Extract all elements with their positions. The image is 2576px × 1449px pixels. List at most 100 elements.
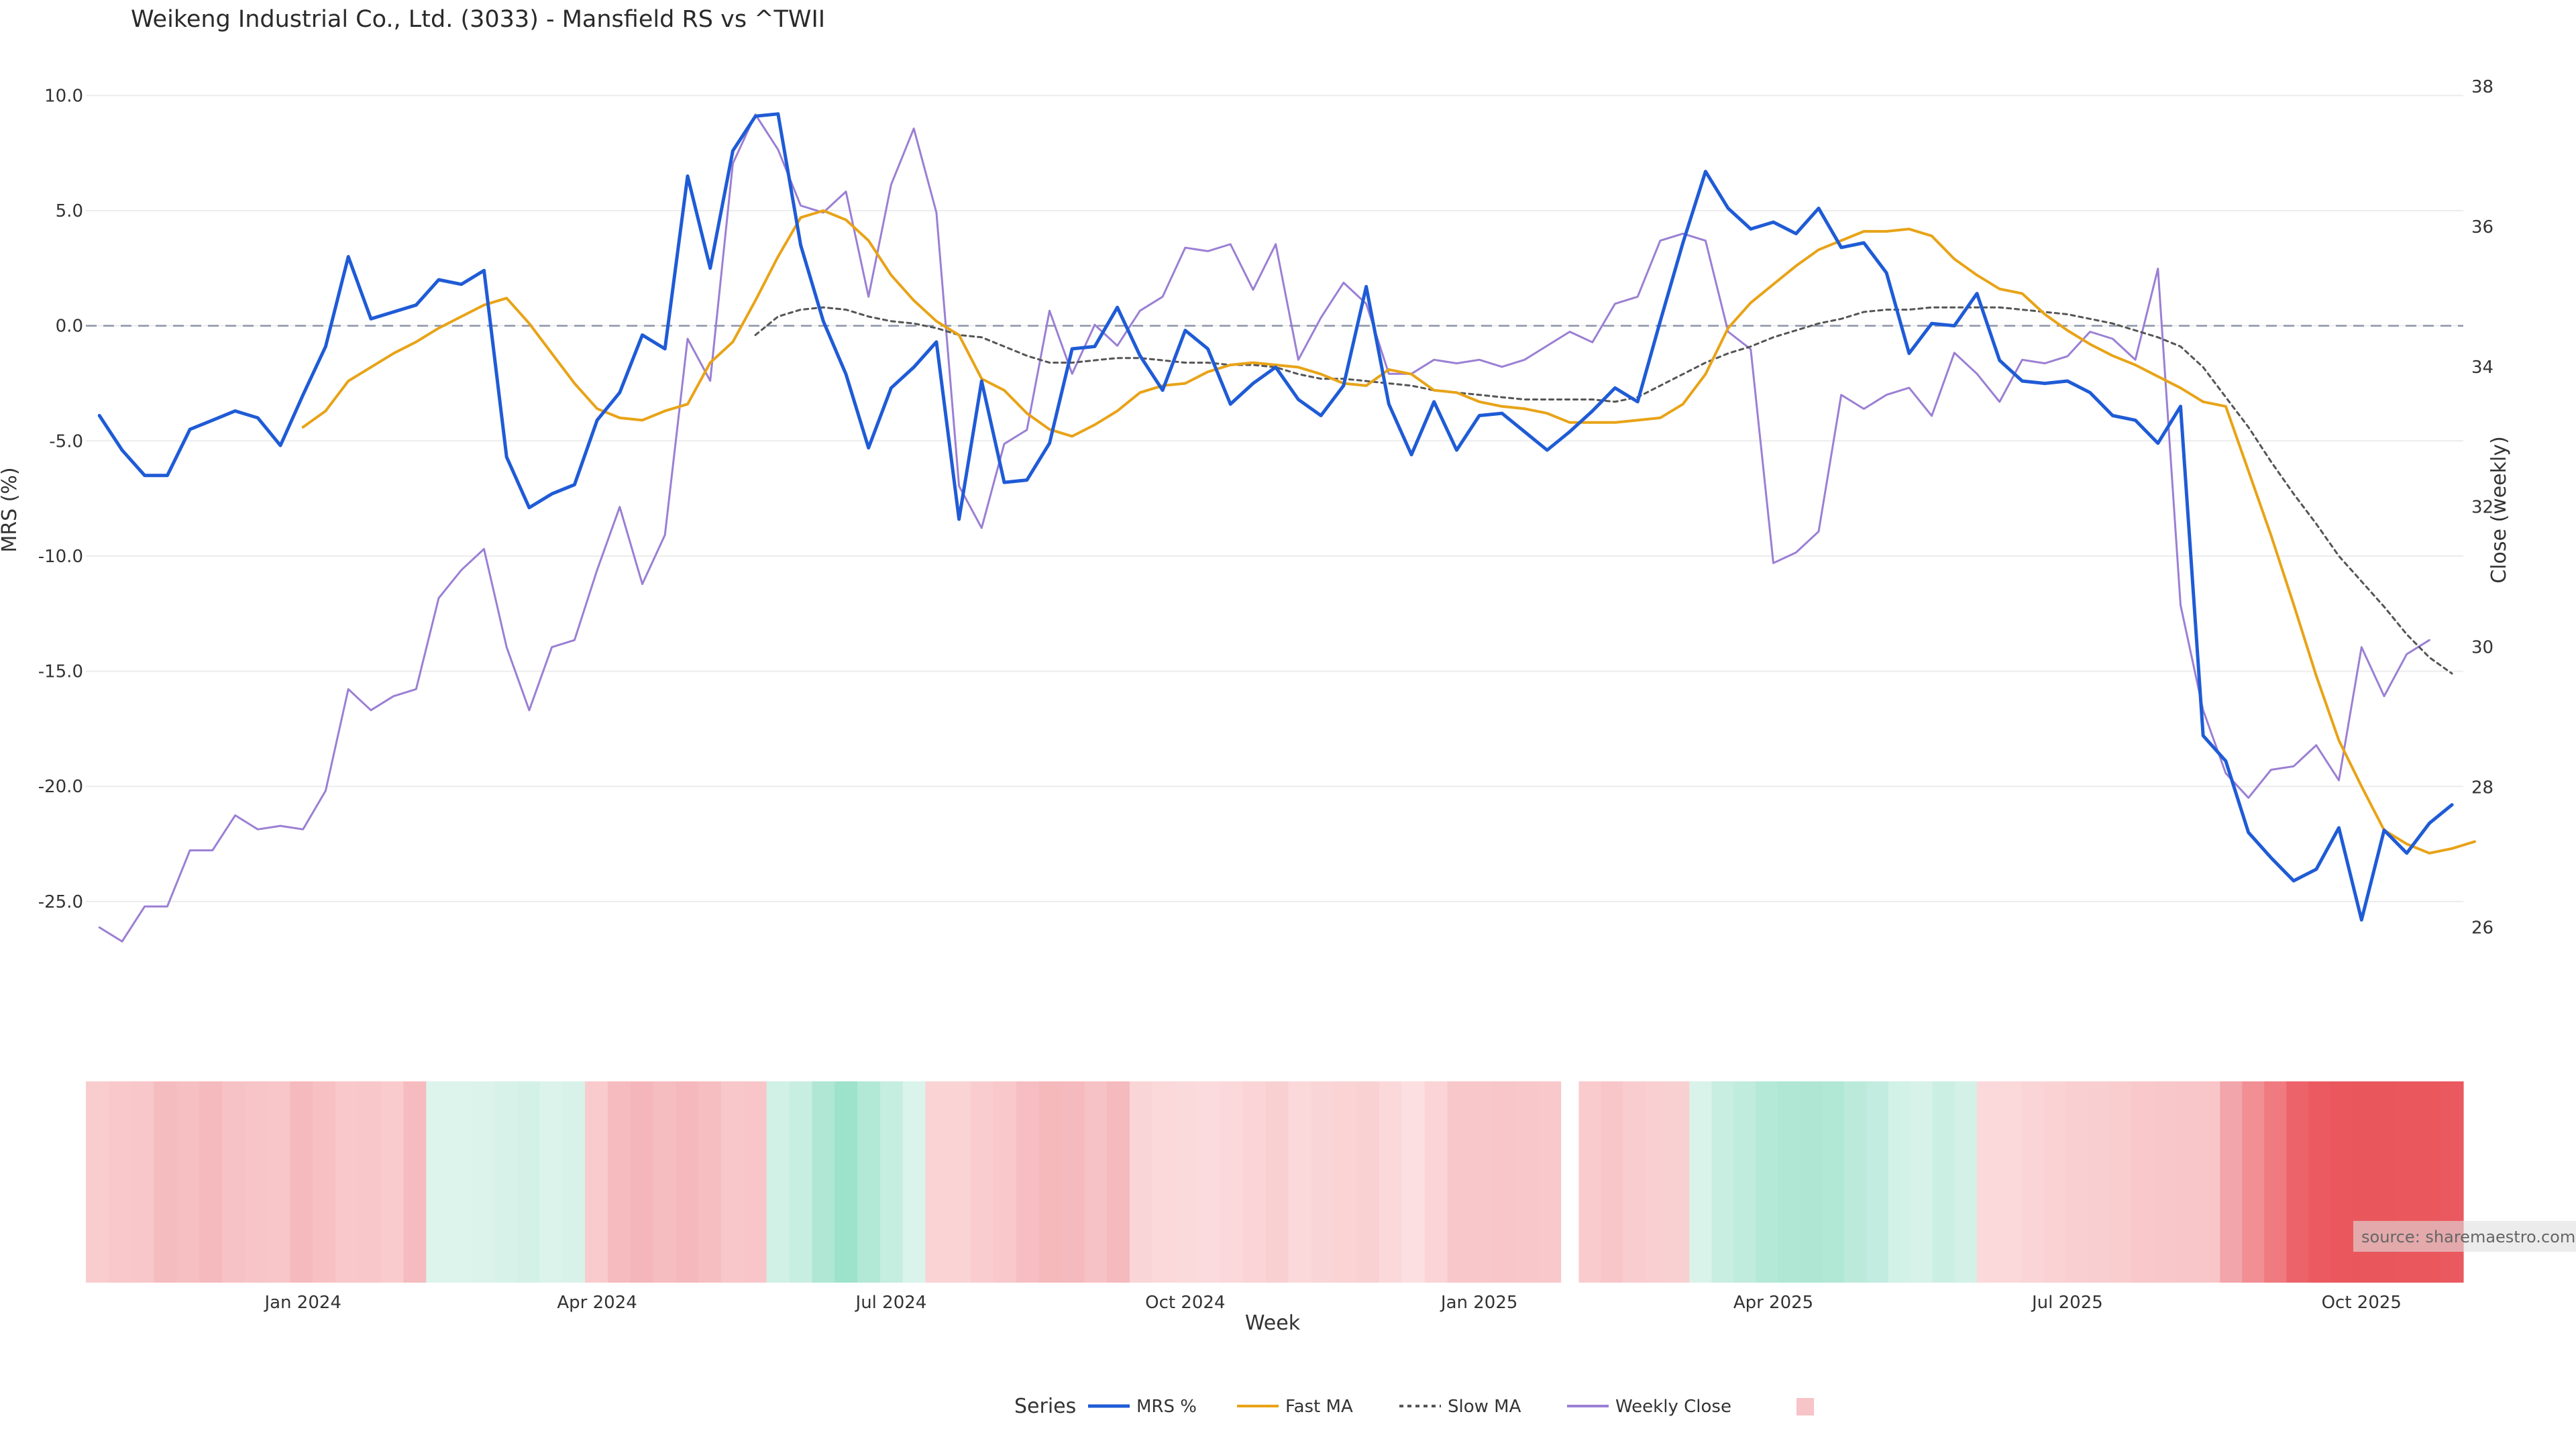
heatmap-cell	[1152, 1081, 1176, 1283]
heatmap-cell	[1334, 1081, 1357, 1283]
heatmap-cell	[1601, 1081, 1624, 1283]
series-line-weekly-close	[98, 113, 2430, 943]
heatmap-cell	[585, 1081, 608, 1283]
x-tick-label: Jan 2024	[263, 1293, 341, 1313]
heatmap-cell	[925, 1081, 949, 1283]
heatmap-cell	[426, 1081, 449, 1283]
heatmap-cell	[539, 1081, 563, 1283]
x-tick-label: Oct 2025	[2322, 1293, 2402, 1313]
heatmap-cell	[1645, 1081, 1668, 1283]
heatmap-cell	[743, 1081, 767, 1283]
y-tick-label: 5.0	[56, 201, 83, 221]
heatmap-cell	[1016, 1081, 1040, 1283]
heatmap-cell	[244, 1081, 268, 1283]
legend-label: Fast MA	[1285, 1397, 1353, 1417]
heatmap-cell	[1424, 1081, 1448, 1283]
heatmap-cell	[676, 1081, 699, 1283]
legend-swatch	[1796, 1398, 1814, 1415]
heatmap-cell	[1175, 1081, 1198, 1283]
heatmap-cell	[1061, 1081, 1085, 1283]
heatmap-cell	[2176, 1081, 2199, 1283]
heatmap-cell	[358, 1081, 382, 1283]
heatmap-cell	[1084, 1081, 1108, 1283]
x-axis-title: Week	[1245, 1311, 1301, 1335]
heatmap-cell	[1107, 1081, 1130, 1283]
heatmap-cell	[879, 1081, 904, 1283]
heatmap-cell	[1976, 1081, 2000, 1283]
heatmap-cell	[2419, 1081, 2442, 1283]
heatmap-cell	[1515, 1081, 1539, 1283]
heatmap-cell	[766, 1081, 790, 1283]
svg-text:source: sharemaestro.com: source: sharemaestro.com	[2361, 1228, 2575, 1246]
series-layer	[97, 112, 2476, 943]
heatmap-cell	[472, 1081, 495, 1283]
x-tick-label: Apr 2024	[557, 1293, 637, 1313]
y2-tick-label: 28	[2471, 778, 2493, 798]
heatmap-cell	[267, 1081, 291, 1283]
heatmap-cell	[2308, 1081, 2331, 1283]
heatmap-cell	[1689, 1081, 1712, 1283]
heatmap-cell	[2397, 1081, 2420, 1283]
heatmap-cell	[2131, 1081, 2155, 1283]
heatmap-cell	[1733, 1081, 1756, 1283]
regime-heatmap	[86, 1081, 2464, 1283]
heatmap-cell	[221, 1081, 246, 1283]
heatmap-cell	[1288, 1081, 1312, 1283]
heatmap-cell	[1447, 1081, 1470, 1283]
heatmap-cell	[494, 1081, 518, 1283]
heatmap-cell	[313, 1081, 336, 1283]
y-axis-left: 10.0 5.0 0.0 -5.0 -10.0 -15.0 -20.0 -25.0	[38, 86, 83, 912]
heatmap-cell	[835, 1081, 858, 1283]
heatmap-cell	[653, 1081, 677, 1283]
x-tick-label: Jan 2025	[1440, 1293, 1518, 1313]
chart-title: Weikeng Industrial Co., Ltd. (3033) - Ma…	[131, 6, 825, 33]
heatmap-cell	[1844, 1081, 1867, 1283]
legend-label: Weekly Close	[1615, 1397, 1731, 1417]
grid-lines	[86, 95, 2463, 902]
heatmap-cell	[1888, 1081, 1911, 1283]
heatmap-cell	[2021, 1081, 2044, 1283]
heatmap-cell	[789, 1081, 812, 1283]
series-line-mrs	[97, 112, 2454, 922]
heatmap-cell	[176, 1081, 200, 1283]
heatmap-cell	[1401, 1081, 1426, 1283]
heatmap-cell	[1998, 1081, 2022, 1283]
y2-axis-title: Close (weekly)	[2487, 436, 2511, 584]
heatmap-cell	[1038, 1081, 1063, 1283]
y2-tick-label: 26	[2471, 918, 2493, 938]
y-tick-label: -15.0	[38, 662, 83, 682]
heatmap-cell	[1667, 1081, 1690, 1283]
x-tick-label: Apr 2025	[1733, 1293, 1813, 1313]
y2-tick-label: 30	[2471, 638, 2493, 658]
heatmap-cell	[1538, 1081, 1562, 1283]
heatmap-cell	[1778, 1081, 1801, 1283]
heatmap-cell	[108, 1081, 132, 1283]
heatmap-cell	[1243, 1081, 1267, 1283]
y-tick-label: 10.0	[44, 86, 83, 106]
heatmap-cell	[2353, 1081, 2375, 1283]
heatmap-cell	[2065, 1081, 2088, 1283]
heatmap-cell	[335, 1081, 359, 1283]
x-tick-label: Jul 2024	[855, 1293, 927, 1313]
heatmap-cell	[857, 1081, 881, 1283]
y-tick-label: -10.0	[38, 547, 83, 567]
heatmap-cell	[1910, 1081, 1933, 1283]
heatmap-cell	[1822, 1081, 1845, 1283]
heatmap-cell	[2330, 1081, 2353, 1283]
heatmap-cell	[993, 1081, 1017, 1283]
heatmap-cell	[2220, 1081, 2243, 1283]
legend: Series MRS % Fast MA Slow MA Weekly Close	[1014, 1395, 1814, 1418]
y-axis-right: 38 36 34 32 30 28 26	[2471, 77, 2493, 938]
y-tick-label: -20.0	[38, 777, 83, 797]
y2-tick-label: 36	[2471, 217, 2493, 237]
heatmap-cell	[1311, 1081, 1334, 1283]
heatmap-cell	[1356, 1081, 1380, 1283]
heatmap-cell	[290, 1081, 313, 1283]
legend-label: Slow MA	[1448, 1397, 1521, 1417]
heatmap-cell	[1379, 1081, 1403, 1283]
heatmap-cell	[1578, 1081, 1602, 1283]
heatmap-cell	[2441, 1081, 2464, 1283]
heatmap-cell	[449, 1081, 472, 1283]
heatmap-cell	[1800, 1081, 1823, 1283]
